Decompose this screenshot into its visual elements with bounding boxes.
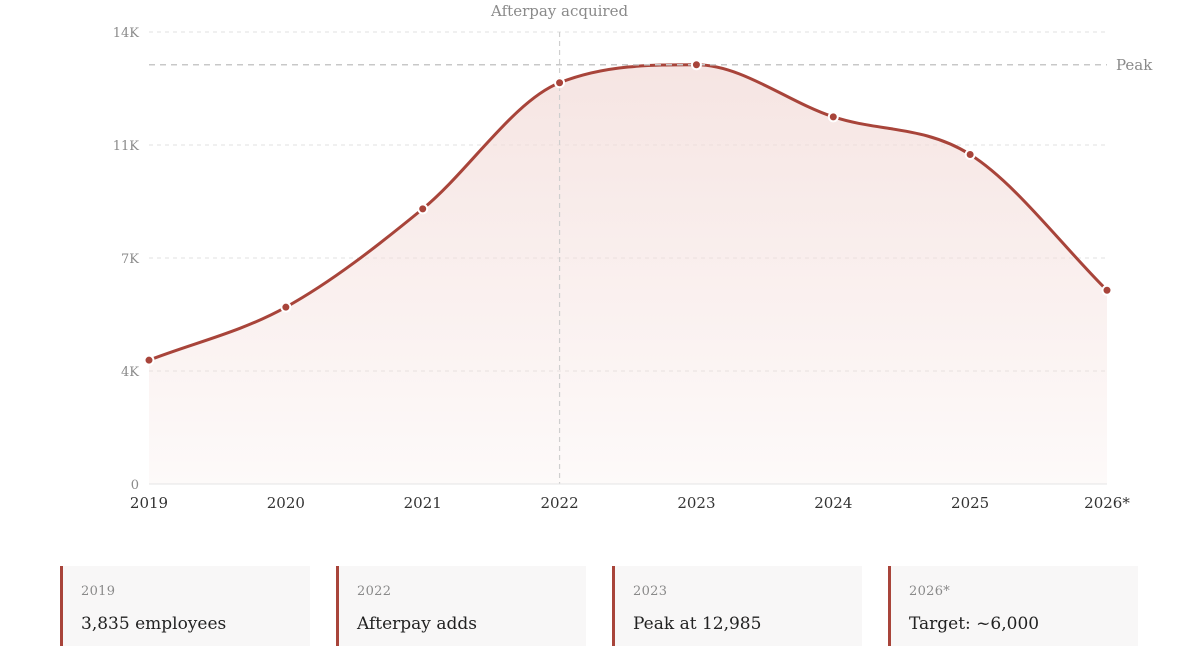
- x-tick-label: 2019: [130, 494, 168, 512]
- event-annotation-label: Afterpay acquired: [490, 2, 628, 20]
- peak-annotation-label: Peak: [1116, 56, 1153, 74]
- area-layer: [148, 63, 1109, 485]
- milestone-text: Afterpay adds: [357, 614, 477, 634]
- milestone-card: 2022 Afterpay adds: [336, 566, 586, 646]
- milestone-year: 2019: [81, 584, 116, 599]
- milestone-year: 2023: [633, 584, 668, 599]
- headcount-chart: Afterpay acquired Peak 0 4K 7K 11K 14K 2019 202…: [113, 2, 1154, 512]
- milestone-year: 2022: [357, 584, 392, 599]
- x-tick-label: 2025: [951, 494, 989, 512]
- data-point: [554, 77, 566, 89]
- data-point: [143, 354, 155, 366]
- milestone-text: Target: ~6,000: [909, 614, 1040, 634]
- milestone-card: 2026* Target: ~6,000: [888, 566, 1138, 646]
- data-point: [280, 301, 292, 313]
- data-point: [827, 111, 839, 123]
- milestone-card: 2023 Peak at 12,985: [612, 566, 862, 646]
- data-point: [417, 203, 429, 215]
- data-point: [964, 149, 976, 161]
- x-tick-label: 2020: [267, 494, 305, 512]
- y-tick-label: 7K: [121, 252, 139, 267]
- area-fill: [149, 64, 1107, 485]
- series-line: [148, 63, 1109, 362]
- y-tick-label: 0: [131, 478, 139, 493]
- axes: 0 4K 7K 11K 14K 2019 2020 2021 2022 2023 2024 2025 2…: [113, 26, 1131, 512]
- milestone-card: 2019 3,835 employees: [60, 566, 310, 646]
- annotations: Afterpay acquired Peak: [149, 2, 1153, 484]
- x-tick-label: 2024: [814, 494, 852, 512]
- data-point: [1101, 284, 1113, 296]
- milestone-text: 3,835 employees: [81, 614, 227, 634]
- x-tick-label: 2021: [404, 494, 442, 512]
- milestone-cards: 2019 3,835 employees 2022 Afterpay adds …: [60, 566, 1140, 646]
- milestone-year: 2026*: [909, 584, 951, 599]
- y-tick-label: 11K: [113, 139, 140, 154]
- y-tick-label: 4K: [121, 365, 139, 380]
- milestone-text: Peak at 12,985: [633, 614, 762, 634]
- data-point: [690, 59, 702, 71]
- x-tick-label: 2026*: [1084, 494, 1130, 512]
- data-points: [143, 59, 1113, 366]
- y-tick-label: 14K: [113, 26, 140, 41]
- x-tick-label: 2023: [677, 494, 715, 512]
- x-tick-label: 2022: [540, 494, 578, 512]
